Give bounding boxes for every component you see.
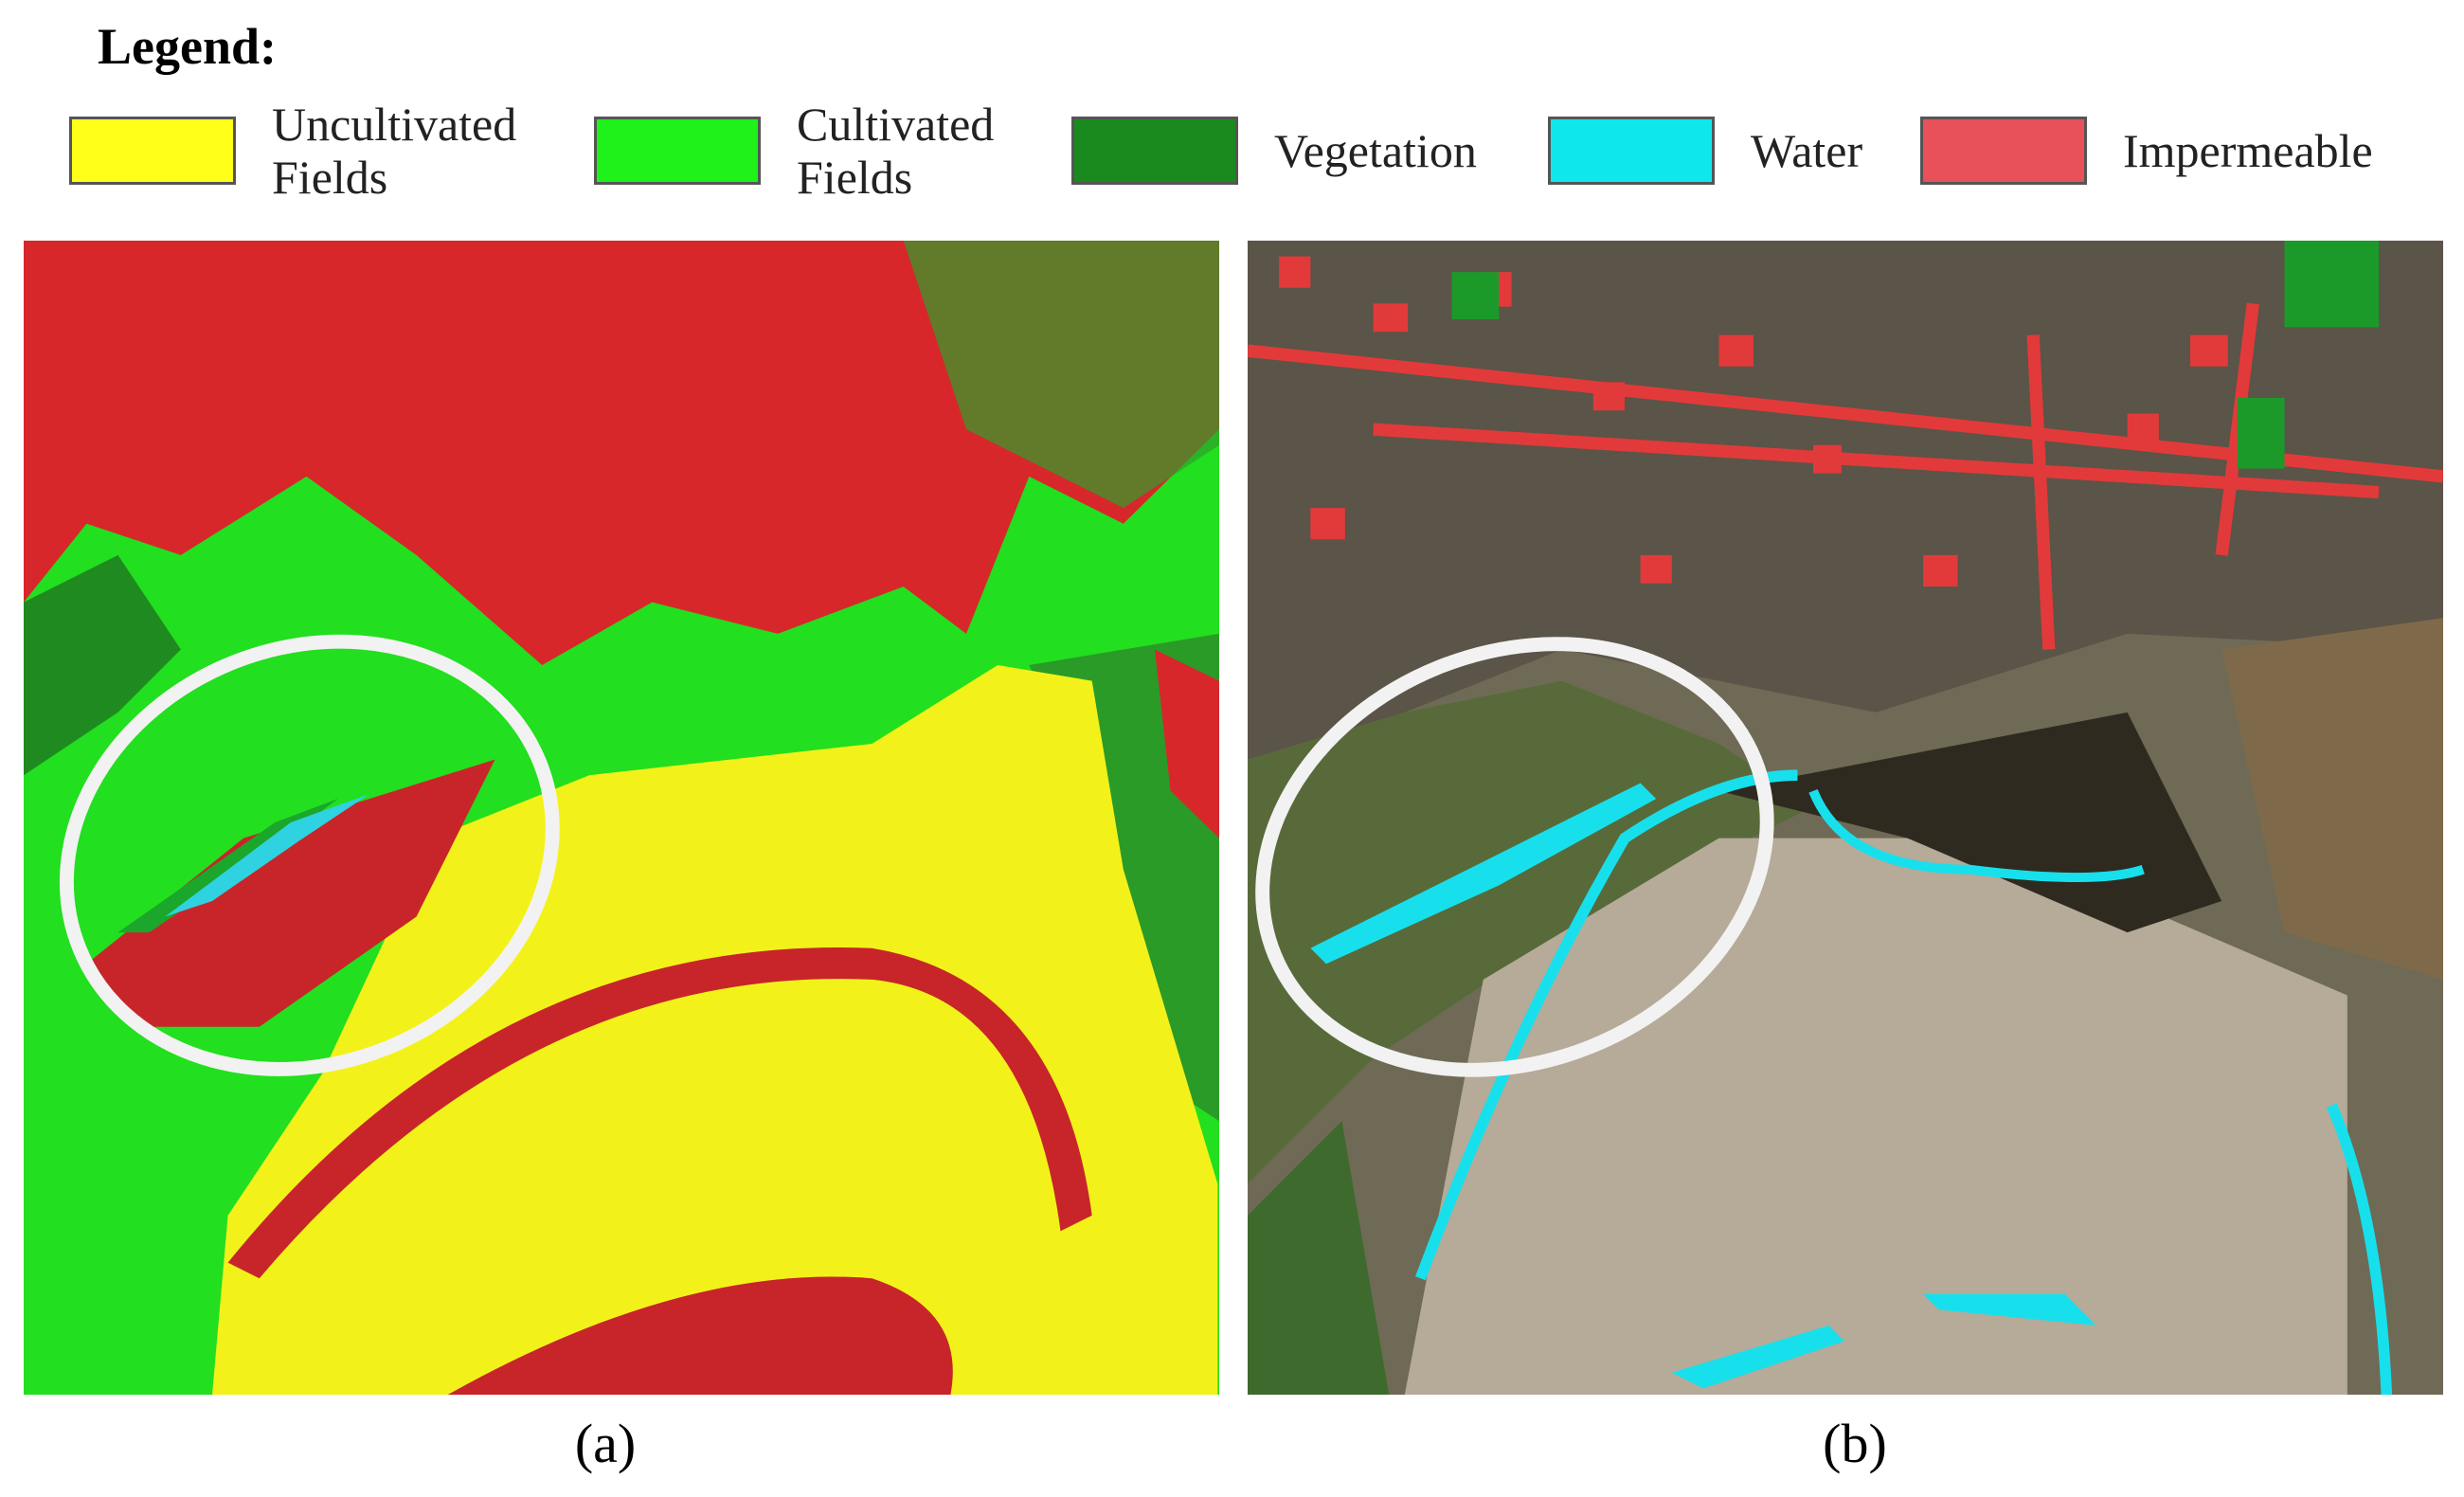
legend-label: Uncultivated Fields bbox=[272, 98, 517, 204]
legend-item: Impermeable bbox=[1920, 115, 2445, 187]
legend-swatch bbox=[1071, 117, 1238, 185]
legend-label: Impermeable bbox=[2123, 124, 2373, 177]
legend-item: Water bbox=[1548, 115, 1902, 187]
legend-label: Cultivated Fields bbox=[797, 98, 995, 204]
legend-swatch bbox=[1920, 117, 2087, 185]
legend-item: Cultivated Fields bbox=[594, 98, 1024, 204]
legend-swatch bbox=[69, 117, 236, 185]
legend-item: Uncultivated Fields bbox=[69, 98, 516, 204]
legend-swatch bbox=[1548, 117, 1715, 185]
aerial-image bbox=[1248, 241, 2443, 1395]
classified-map bbox=[24, 241, 1219, 1395]
legend-label: Water bbox=[1751, 124, 1863, 177]
legend-item: Vegetation bbox=[1071, 115, 1520, 187]
panel-caption: (b) bbox=[1823, 1413, 1887, 1474]
legend-label: Vegetation bbox=[1274, 124, 1477, 177]
legend-title: Legend: bbox=[98, 18, 277, 75]
panel-caption: (a) bbox=[574, 1413, 637, 1474]
legend-swatch bbox=[594, 117, 761, 185]
